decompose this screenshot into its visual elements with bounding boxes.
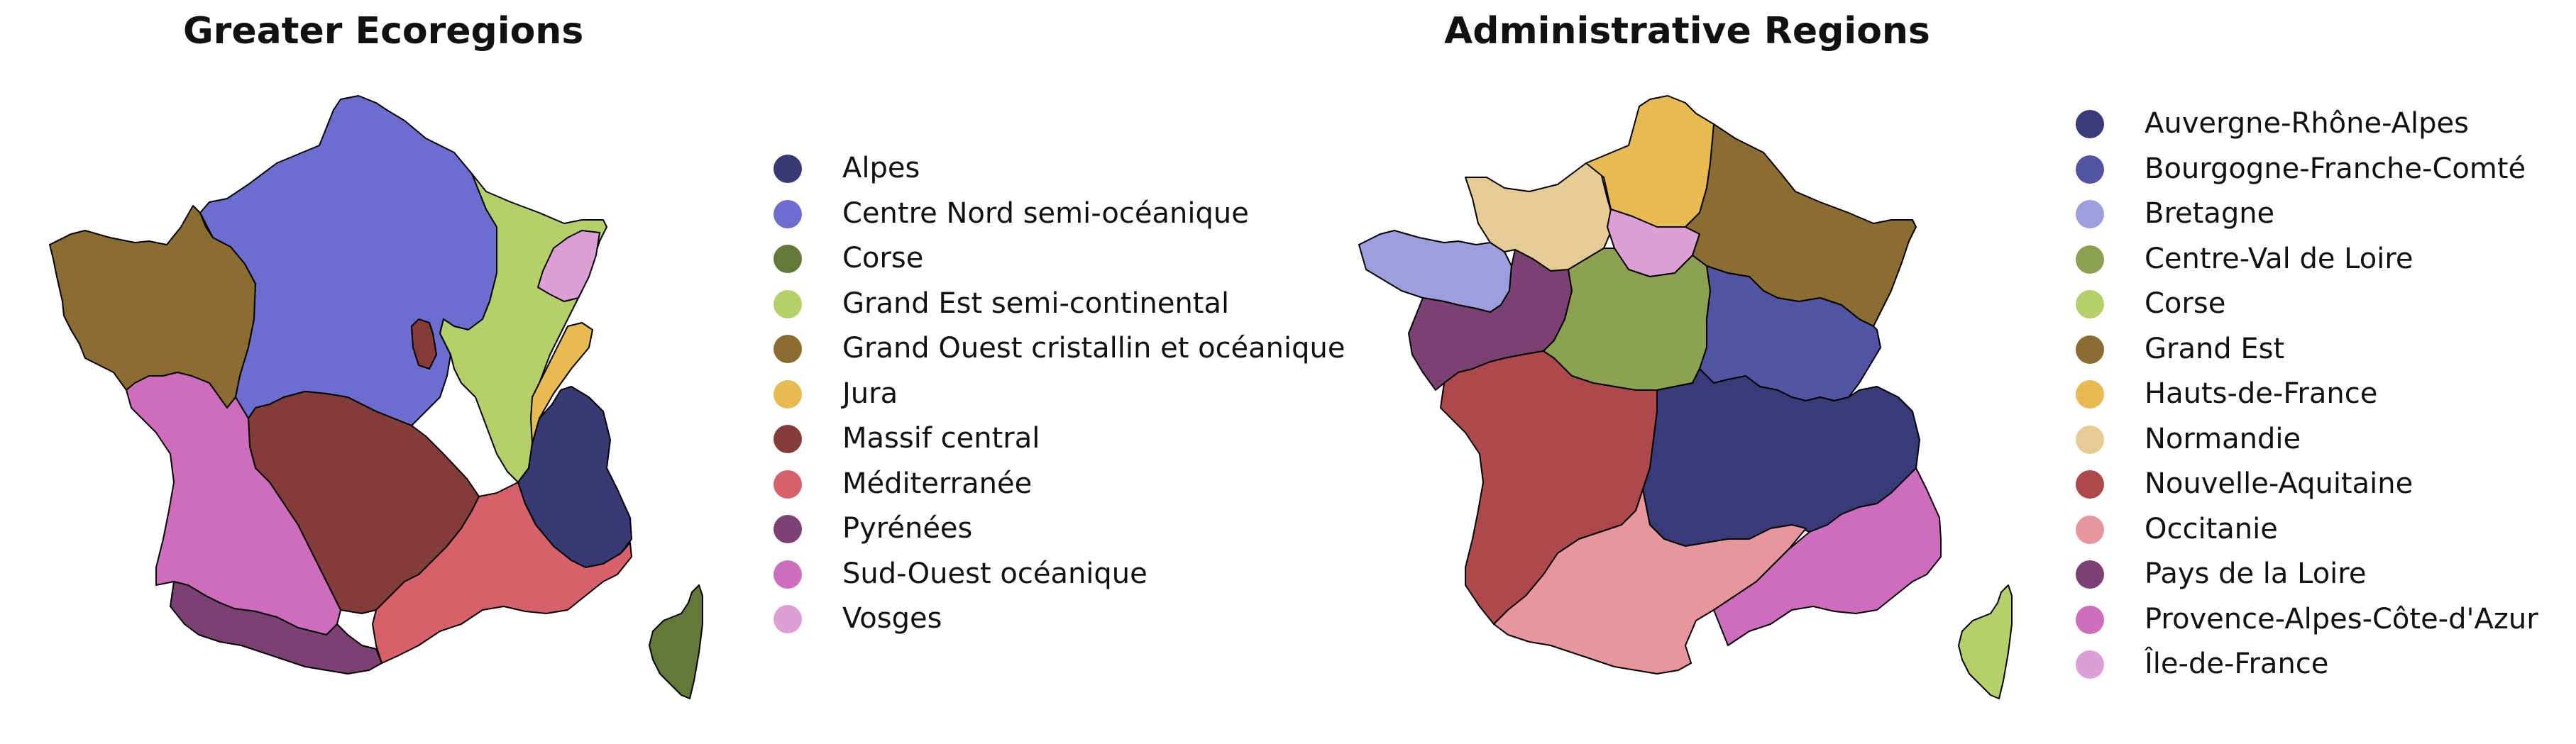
region-corse <box>649 584 703 699</box>
legend-marker-icon <box>774 289 802 318</box>
legend-marker-icon <box>774 245 802 273</box>
legend-marker-icon <box>2076 110 2104 138</box>
legend-label: Normandie <box>2145 422 2301 455</box>
legend-label: Bourgogne-Franche-Comté <box>2145 152 2526 185</box>
legend-label: Centre-Val de Loire <box>2145 242 2413 275</box>
administrative-regions-title: Administrative Regions <box>1444 10 1930 52</box>
legend-label: Auvergne-Rhône-Alpes <box>2145 107 2469 140</box>
legend-marker-icon <box>774 560 802 589</box>
region-pyrenees <box>170 581 382 674</box>
legend-marker-icon <box>2076 335 2104 364</box>
legend-marker-icon <box>2076 650 2104 679</box>
region-corse <box>1958 584 2013 699</box>
legend-label: Grand Est <box>2145 332 2285 365</box>
region-mediterranee <box>372 482 632 664</box>
legend-label: Pays de la Loire <box>2145 557 2367 590</box>
legend-label: Île-de-France <box>2145 648 2329 680</box>
legend-marker-icon <box>2076 200 2104 228</box>
region-centre-nord <box>199 95 497 426</box>
legend-label: Jura <box>842 377 898 410</box>
legend-marker-icon <box>2076 605 2104 634</box>
ecoregions-map <box>49 95 703 699</box>
legend-marker-icon <box>774 425 802 453</box>
region-centre-val-de-loire <box>1543 248 1711 391</box>
region-provence-alpes-cote-dazur <box>1713 467 1942 646</box>
legend-label: Vosges <box>842 602 942 635</box>
legend-marker-icon <box>774 379 802 409</box>
legend-label: Grand Est semi-continental <box>842 287 1230 320</box>
legend-marker-icon <box>774 199 802 228</box>
ecoregions-title: Greater Ecoregions <box>183 10 584 52</box>
region-occitanie <box>1493 489 1807 674</box>
administrative-regions-map <box>1358 95 2013 699</box>
legend-label: Centre Nord semi-océanique <box>842 196 1249 230</box>
region-vosges <box>537 230 600 302</box>
legend-label: Corse <box>842 242 924 274</box>
legend-marker-icon <box>2076 155 2104 184</box>
legend-marker-icon <box>2076 245 2104 274</box>
legend-label: Nouvelle-Aquitaine <box>2145 467 2413 500</box>
legend-marker-icon <box>774 605 802 633</box>
legend-label: Alpes <box>842 152 920 184</box>
legend-label: Occitanie <box>2145 512 2278 545</box>
legend-label: Massif central <box>842 422 1040 455</box>
legend-label: Pyrénées <box>842 512 973 545</box>
legend-label: Grand Ouest cristallin et océanique <box>842 332 1345 365</box>
legend-label: Corse <box>2145 287 2226 320</box>
legend-label: Méditerranée <box>842 467 1033 500</box>
legend-marker-icon <box>2076 560 2104 589</box>
legend-marker-icon <box>2076 515 2104 544</box>
legend-marker-icon <box>774 335 802 363</box>
legend-marker-icon <box>2076 380 2104 409</box>
legend-marker-icon <box>774 515 802 543</box>
legend-label: Provence-Alpes-Côte-d'Azur <box>2145 602 2538 635</box>
legend-marker-icon <box>2076 290 2104 318</box>
legend-marker-icon <box>2076 470 2104 499</box>
legend-label: Bretagne <box>2145 197 2275 230</box>
legend-marker-icon <box>774 155 802 183</box>
legend-label: Hauts-de-France <box>2145 377 2378 410</box>
region-massif-central-enclave <box>411 318 437 370</box>
legend-label: Sud-Ouest océanique <box>842 557 1147 590</box>
legend-marker-icon <box>2076 425 2104 454</box>
legend-marker-icon <box>774 470 802 499</box>
